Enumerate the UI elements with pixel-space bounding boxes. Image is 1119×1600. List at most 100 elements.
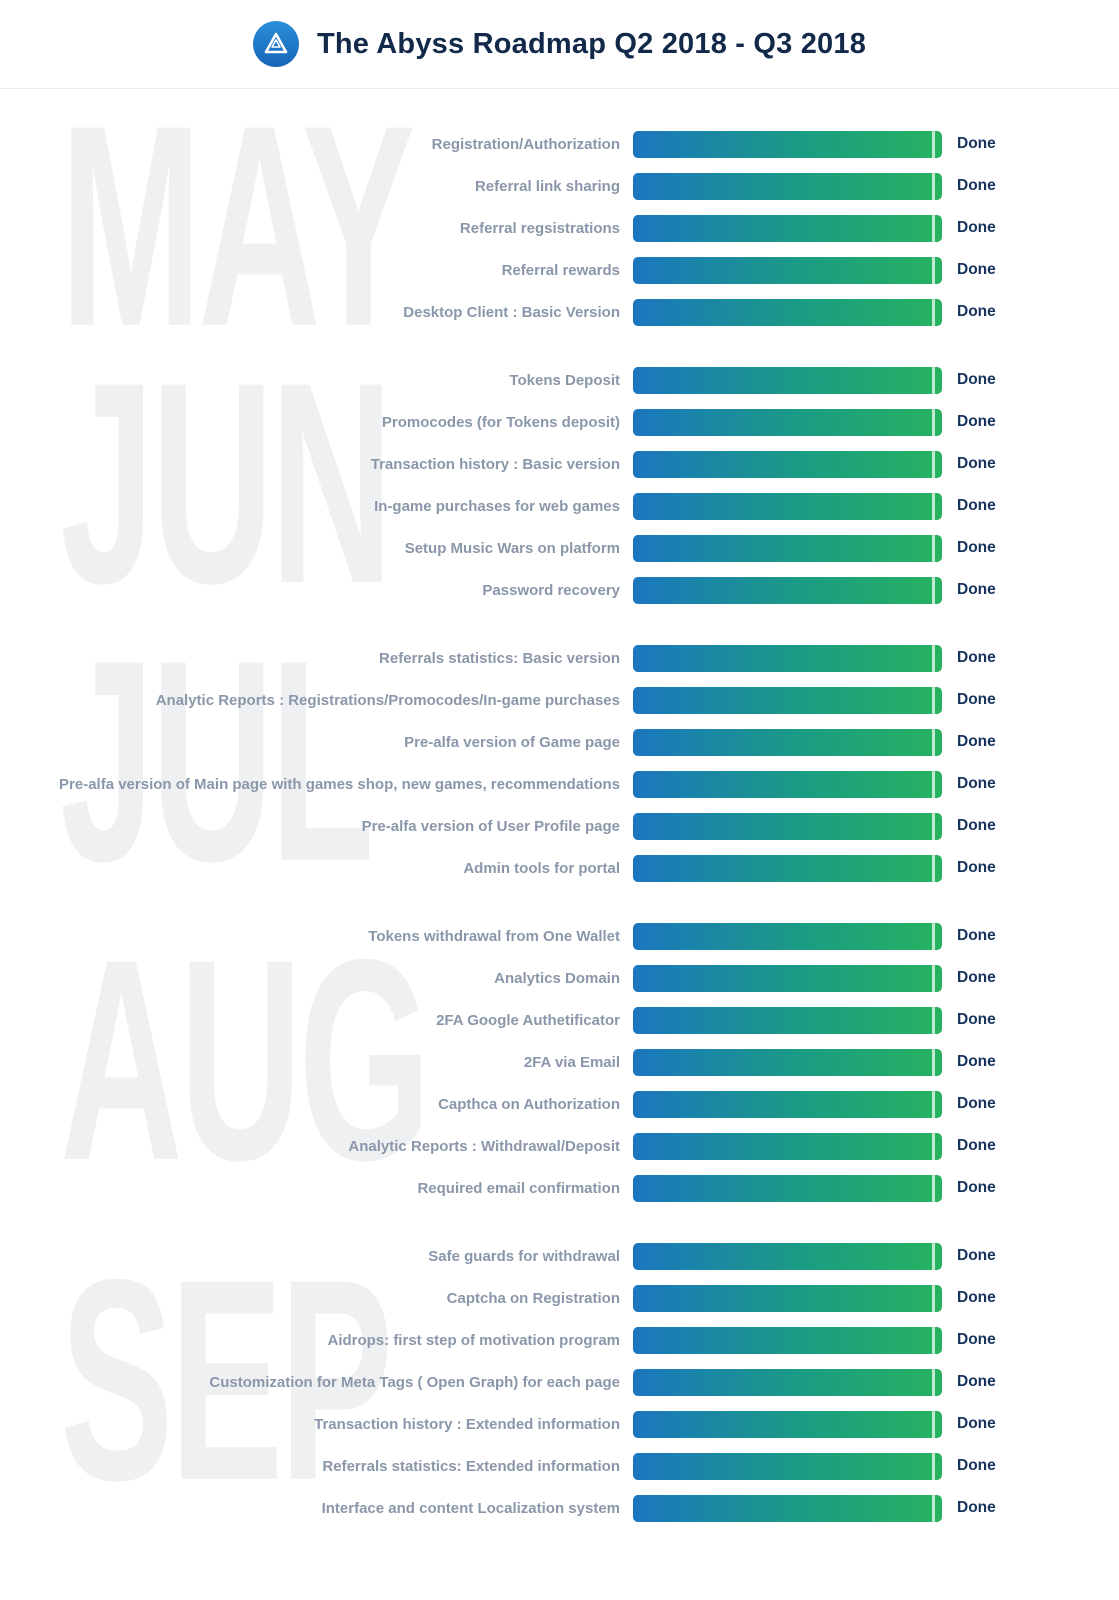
status-done: Done — [957, 649, 996, 666]
progress-bar — [633, 130, 942, 158]
task-label: Referral rewards — [501, 261, 620, 279]
month-watermark: JUL — [60, 602, 374, 922]
task-label: Referral regsistrations — [459, 219, 620, 237]
header: The Abyss Roadmap Q2 2018 - Q3 2018 — [0, 0, 1119, 89]
task-label: Interface and content Localization syste… — [321, 1499, 620, 1517]
status-done: Done — [957, 135, 996, 152]
status-done: Done — [957, 1373, 996, 1390]
roadmap-sections: MAY Registration/Authorization Done Refe… — [0, 84, 1119, 1529]
task-label: Customization for Meta Tags ( Open Graph… — [209, 1373, 620, 1391]
task-row: Tokens withdrawal from One Wallet Done — [0, 915, 1119, 957]
status-done: Done — [957, 1457, 996, 1474]
task-row: Tokens Deposit Done — [0, 359, 1119, 401]
status-done: Done — [957, 539, 996, 556]
task-label: Registration/Authorization — [431, 135, 620, 153]
task-label: Pre-alfa version of Game page — [404, 733, 620, 751]
progress-bar — [633, 1284, 942, 1312]
task-label: Tokens Deposit — [509, 371, 620, 389]
task-label: Pre-alfa version of Main page with games… — [59, 775, 620, 793]
task-row: Customization for Meta Tags ( Open Graph… — [0, 1361, 1119, 1403]
status-done: Done — [957, 1011, 996, 1028]
status-done: Done — [957, 775, 996, 792]
status-done: Done — [957, 969, 996, 986]
task-label: Transaction history : Extended informati… — [314, 1415, 620, 1433]
status-done: Done — [957, 413, 996, 430]
task-row: Safe guards for withdrawal Done — [0, 1235, 1119, 1277]
task-label: Referral link sharing — [474, 177, 620, 195]
progress-bar — [633, 964, 942, 992]
progress-bar — [633, 256, 942, 284]
task-label: Capthca on Authorization — [438, 1095, 620, 1113]
task-row: Password recovery Done — [0, 569, 1119, 611]
progress-bar — [633, 1090, 942, 1118]
task-row: Pre-alfa version of Game page Done — [0, 721, 1119, 763]
status-done: Done — [957, 1179, 996, 1196]
task-row: Promocodes (for Tokens deposit) Done — [0, 401, 1119, 443]
status-done: Done — [957, 581, 996, 598]
progress-bar — [633, 1132, 942, 1160]
status-done: Done — [957, 1289, 996, 1306]
month-section: AUG Tokens withdrawal from One Wallet Do… — [0, 915, 1119, 1209]
status-done: Done — [957, 1053, 996, 1070]
status-done: Done — [957, 691, 996, 708]
task-label: 2FA via Email — [523, 1053, 620, 1071]
task-row: Referral rewards Done — [0, 249, 1119, 291]
task-label: Desktop Client : Basic Version — [403, 303, 620, 321]
progress-bar — [633, 922, 942, 950]
task-label: Pre-alfa version of User Profile page — [361, 817, 620, 835]
task-row: 2FA via Email Done — [0, 1041, 1119, 1083]
status-done: Done — [957, 1415, 996, 1432]
status-done: Done — [957, 497, 996, 514]
month-section: JUN Tokens Deposit Done Promocodes (for … — [0, 341, 1119, 628]
status-done: Done — [957, 303, 996, 320]
task-label: Transaction history : Basic version — [370, 455, 620, 473]
month-watermark: JUN — [60, 324, 393, 644]
abyss-logo-icon — [252, 21, 299, 67]
progress-bar — [633, 1452, 942, 1480]
section-rows: Tokens Deposit Done Promocodes (for Toke… — [0, 359, 1119, 611]
section-rows: Tokens withdrawal from One Wallet Done A… — [0, 915, 1119, 1209]
task-row: Desktop Client : Basic Version Done — [0, 291, 1119, 333]
progress-bar — [633, 450, 942, 478]
progress-bar — [633, 534, 942, 562]
task-label: 2FA Google Authetificator — [436, 1011, 620, 1029]
page-title: The Abyss Roadmap Q2 2018 - Q3 2018 — [316, 27, 867, 60]
task-row: Analytic Reports : Registrations/Promoco… — [0, 679, 1119, 721]
task-row: Registration/Authorization Done — [0, 123, 1119, 165]
task-row: Interface and content Localization syste… — [0, 1487, 1119, 1529]
progress-bar — [633, 812, 942, 840]
task-label: Analytics Domain — [494, 969, 620, 987]
progress-bar — [633, 576, 942, 604]
task-row: 2FA Google Authetificator Done — [0, 999, 1119, 1041]
task-label: Captcha on Registration — [446, 1289, 620, 1307]
section-rows: Safe guards for withdrawal Done Captcha … — [0, 1235, 1119, 1529]
progress-bar — [633, 408, 942, 436]
progress-bar — [633, 366, 942, 394]
progress-bar — [633, 1368, 942, 1396]
progress-bar — [633, 770, 942, 798]
task-label: Admin tools for portal — [463, 859, 620, 877]
status-done: Done — [957, 733, 996, 750]
progress-bar — [633, 298, 942, 326]
month-watermark: AUG — [60, 901, 431, 1221]
progress-bar — [633, 1410, 942, 1438]
task-label: Password recovery — [482, 581, 620, 599]
progress-bar — [633, 1326, 942, 1354]
progress-bar — [633, 214, 942, 242]
status-done: Done — [957, 859, 996, 876]
task-label: Required email confirmation — [417, 1179, 620, 1197]
task-label: Safe guards for withdrawal — [428, 1247, 620, 1265]
progress-bar — [633, 492, 942, 520]
task-label: Tokens withdrawal from One Wallet — [368, 927, 620, 945]
task-row: Analytic Reports : Withdrawal/Deposit Do… — [0, 1125, 1119, 1167]
progress-bar — [633, 728, 942, 756]
task-row: Referrals statistics: Basic version Done — [0, 637, 1119, 679]
progress-bar — [633, 172, 942, 200]
task-row: Aidrops: first step of motivation progra… — [0, 1319, 1119, 1361]
progress-bar — [633, 1242, 942, 1270]
status-done: Done — [957, 1095, 996, 1112]
progress-bar — [633, 644, 942, 672]
task-row: Capthca on Authorization Done — [0, 1083, 1119, 1125]
progress-bar — [633, 854, 942, 882]
status-done: Done — [957, 817, 996, 834]
